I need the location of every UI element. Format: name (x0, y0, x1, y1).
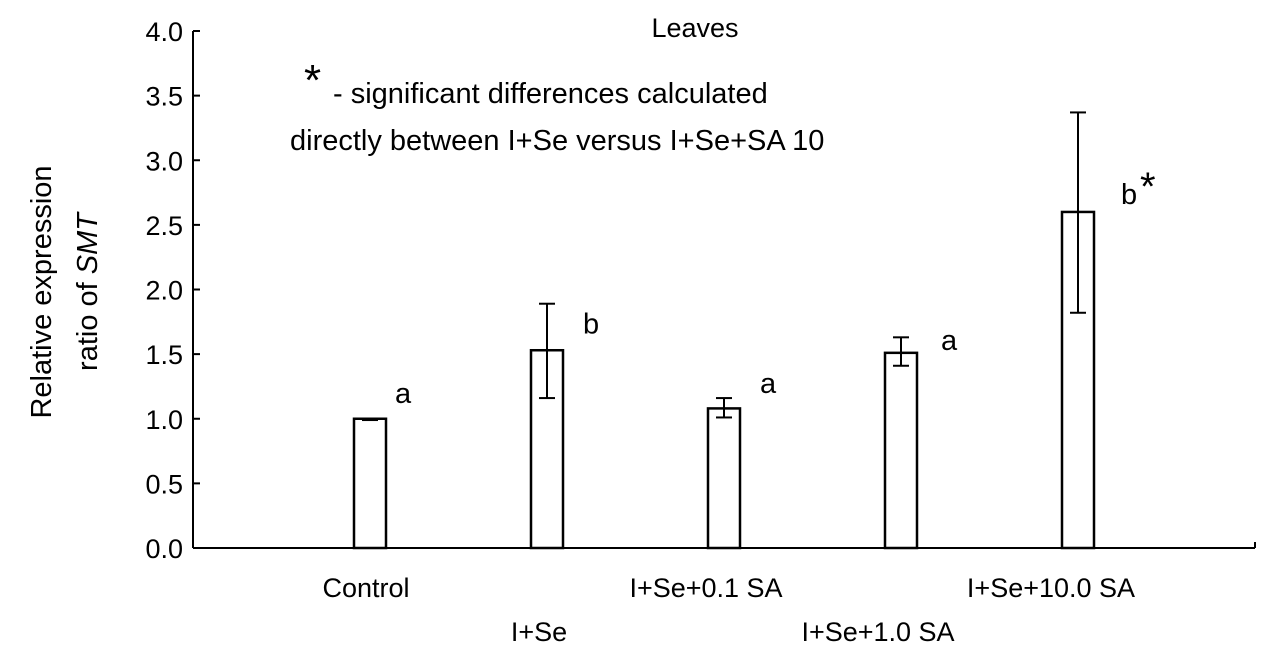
significance-letter: b (1121, 179, 1137, 211)
significance-letter: a (941, 325, 958, 357)
annotation-line1: - significant differences calculated (333, 78, 768, 110)
significance-letter: a (760, 368, 777, 400)
y-axis-label-prefix: ratio of (72, 274, 104, 371)
significance-letter: a (395, 378, 412, 410)
x-category-label: I+Se+1.0 SA (801, 617, 954, 647)
y-tick-label: 2.5 (145, 211, 183, 241)
y-tick-label: 3.5 (145, 82, 183, 112)
y-tick-label: 1.5 (145, 340, 183, 370)
y-axis-label-line1: Relative expression (26, 165, 58, 418)
y-tick-label: 0.5 (145, 469, 183, 499)
x-category-label: Control (322, 573, 409, 603)
x-category-label: I+Se+10.0 SA (967, 573, 1135, 603)
y-axis-label-gene: SMT (72, 211, 104, 275)
y-tick-label: 2.0 (145, 276, 183, 306)
significance-letter: b (583, 308, 599, 340)
y-tick-label: 3.0 (145, 146, 183, 176)
annotation-line2: directly between I+Se versus I+Se+SA 10 (290, 125, 824, 157)
y-tick-label: 0.0 (145, 534, 183, 564)
chart-title: Leaves (651, 13, 738, 43)
y-axis-label-line2: ratio of SMT (72, 211, 104, 371)
significance-star: * (1140, 165, 1156, 209)
bar (352, 417, 388, 550)
annotation: * - significant differences calculated d… (290, 56, 824, 157)
y-tick-label: 4.0 (145, 17, 183, 47)
x-category-label: I+Se (511, 617, 567, 647)
axes: 0.0 0.5 1.0 1.5 2.0 2.5 3.0 3.5 4.0 (145, 17, 1256, 564)
x-category-label: I+Se+0.1 SA (629, 573, 782, 603)
annotation-star: * (304, 56, 321, 105)
y-tick-label: 1.0 (145, 405, 183, 435)
bar (883, 351, 919, 550)
bar (706, 407, 742, 550)
